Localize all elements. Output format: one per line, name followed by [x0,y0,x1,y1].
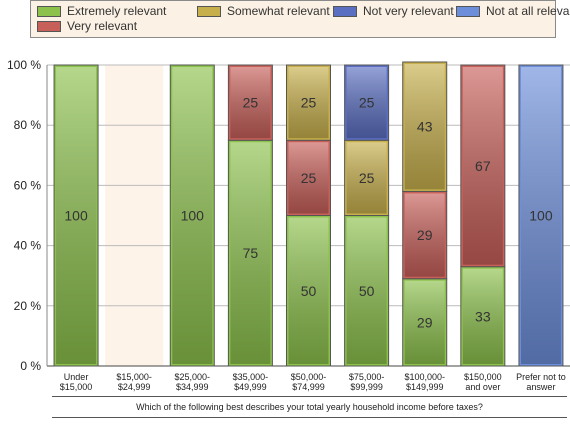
bar-segment [169,64,215,367]
data-label: 25 [243,95,259,111]
legend-item-extremely-relevant: Extremely relevant [37,4,166,18]
bar-segment [286,139,331,216]
x-tick-label: $100,000- [404,372,445,382]
x-tick-label: $24,999 [118,382,151,392]
legend-label: Extremely relevant [67,4,167,18]
bar-segment [344,139,390,216]
data-label: 100 [529,208,553,224]
bar-shade [346,217,387,364]
bar-segment [344,64,390,141]
legend-label: Not at all relevant [486,4,570,18]
bar-shade [404,280,445,364]
y-tick-label: 80 % [14,118,42,132]
y-tick-label: 40 % [14,239,42,253]
x-tick-label: $34,999 [176,382,209,392]
legend-label: Very relevant [67,19,138,33]
bar-segment [518,64,564,367]
highlight-column [105,65,164,366]
x-tick-label: and over [465,382,500,392]
legend-swatch [197,5,221,17]
bar-shade [462,67,503,265]
bar-segment [402,190,448,280]
legend-item-somewhat-relevant: Somewhat relevant [197,4,330,18]
data-label: 33 [475,308,491,324]
data-label: 75 [243,245,259,261]
x-tick-label: answer [526,382,555,392]
bar-shade [288,67,329,139]
x-axis-title-rule-top [52,396,567,397]
bar-segment [460,64,506,268]
bar-shade [346,142,387,214]
bar-segment [286,64,331,141]
bar-shade [56,67,97,364]
x-axis-title: Which of the following best describes yo… [136,402,483,412]
bar-segment [344,215,390,367]
data-label: 50 [301,283,317,299]
bar-segment [227,64,273,141]
data-label: 43 [417,119,433,135]
data-label: 67 [475,158,491,174]
bar-shade [172,67,213,364]
bar-shade [346,67,387,139]
bar-segment [402,61,448,192]
chart-plot: 0 % 20 % 40 % 60 % 80 % 100 % 100 Under$15,000 $… [7,58,570,392]
legend-swatch [333,5,357,17]
legend-item-not-at-all-relevant: Not at all relevant [456,4,570,18]
x-tick-label: $74,999 [292,382,325,392]
x-tick-label: $15,000 [60,382,93,392]
x-tick-label: $35,000- [233,372,269,382]
x-tick-label: $15,000- [116,372,152,382]
data-label: 25 [359,170,375,186]
y-tick-label: 20 % [14,299,42,313]
bar-segment [53,64,99,367]
y-tick-label: 0 % [20,359,41,373]
y-tick-label: 100 % [7,58,41,72]
data-label: 29 [417,314,433,330]
legend-item-very-relevant: Very relevant [37,19,137,33]
legend-swatch [456,5,480,17]
bar-shade [404,193,445,277]
data-label: 25 [359,95,375,111]
bar-shade [462,268,503,364]
data-label: 100 [64,208,88,224]
bar-segment [402,278,448,367]
data-label: 25 [301,170,317,186]
data-label: 50 [359,283,375,299]
x-tick-label: Under [64,372,89,382]
legend-item-not-very-relevant: Not very relevant [333,4,454,18]
bar-shade [288,217,329,364]
legend-label: Somewhat relevant [227,4,330,18]
data-label: 25 [301,95,317,111]
bar-shade [230,142,271,364]
bar-segment [227,139,273,367]
data-label: 29 [417,227,433,243]
bar-shade [288,142,329,214]
legend-swatch [37,20,61,32]
x-tick-label: $50,000- [291,372,327,382]
bar-shade [230,67,271,139]
x-tick-label: $49,999 [234,382,267,392]
bar-segment [286,215,331,367]
bar-shade [520,67,561,364]
y-tick-label: 60 % [14,178,42,192]
bar-shade [404,63,445,190]
legend-label: Not very relevant [363,4,454,18]
x-tick-label: $149,999 [406,382,444,392]
bar-segment [460,266,506,367]
x-tick-label: $75,000- [349,372,385,382]
x-tick-label: Prefer not to [516,372,566,382]
chart-legend: Extremely relevant Somewhat relevant Not v… [30,0,570,38]
x-tick-label: $150,000 [464,372,502,382]
x-tick-label: $25,000- [175,372,211,382]
x-tick-label: $99,999 [350,382,383,392]
legend-swatch [37,5,61,17]
data-label: 100 [181,208,205,224]
x-axis-title-rule-bottom [52,417,567,418]
